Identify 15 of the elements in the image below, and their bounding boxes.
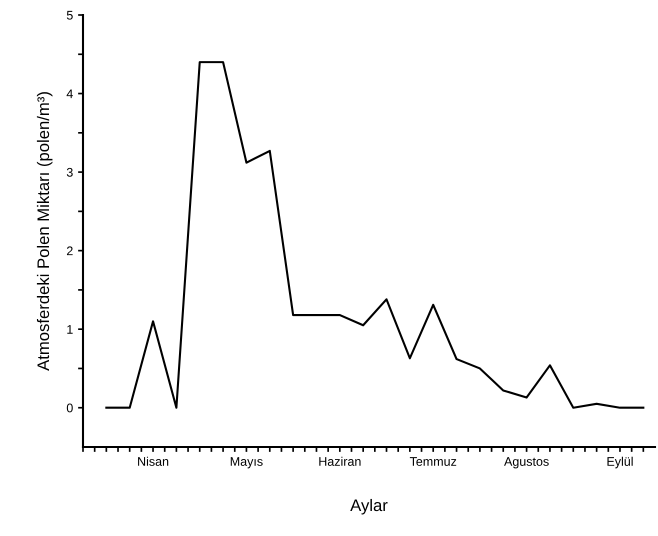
x-tick-label: Temmuz [410,457,456,466]
x-tick-label: Mayıs [230,457,263,468]
x-axis-title: Aylar [350,498,388,514]
x-tick-label: Haziran [319,456,361,466]
y-tick-label: 3 [66,168,73,177]
y-tick-label: 4 [66,89,73,98]
y-tick-label: 2 [66,246,73,256]
x-tick-label: Nisan [138,456,168,466]
y-tick-label: 0 [66,404,73,412]
x-tick-label: Agustos [504,457,549,468]
x-tick-label: Eylül [607,456,633,468]
y-tick-label: 5 [66,10,73,20]
y-tick-label: 1 [67,325,73,334]
line-series [105,61,644,409]
y-axis-title: Atmosferdeki Polen Miktarı (polen/m³) [36,92,52,371]
